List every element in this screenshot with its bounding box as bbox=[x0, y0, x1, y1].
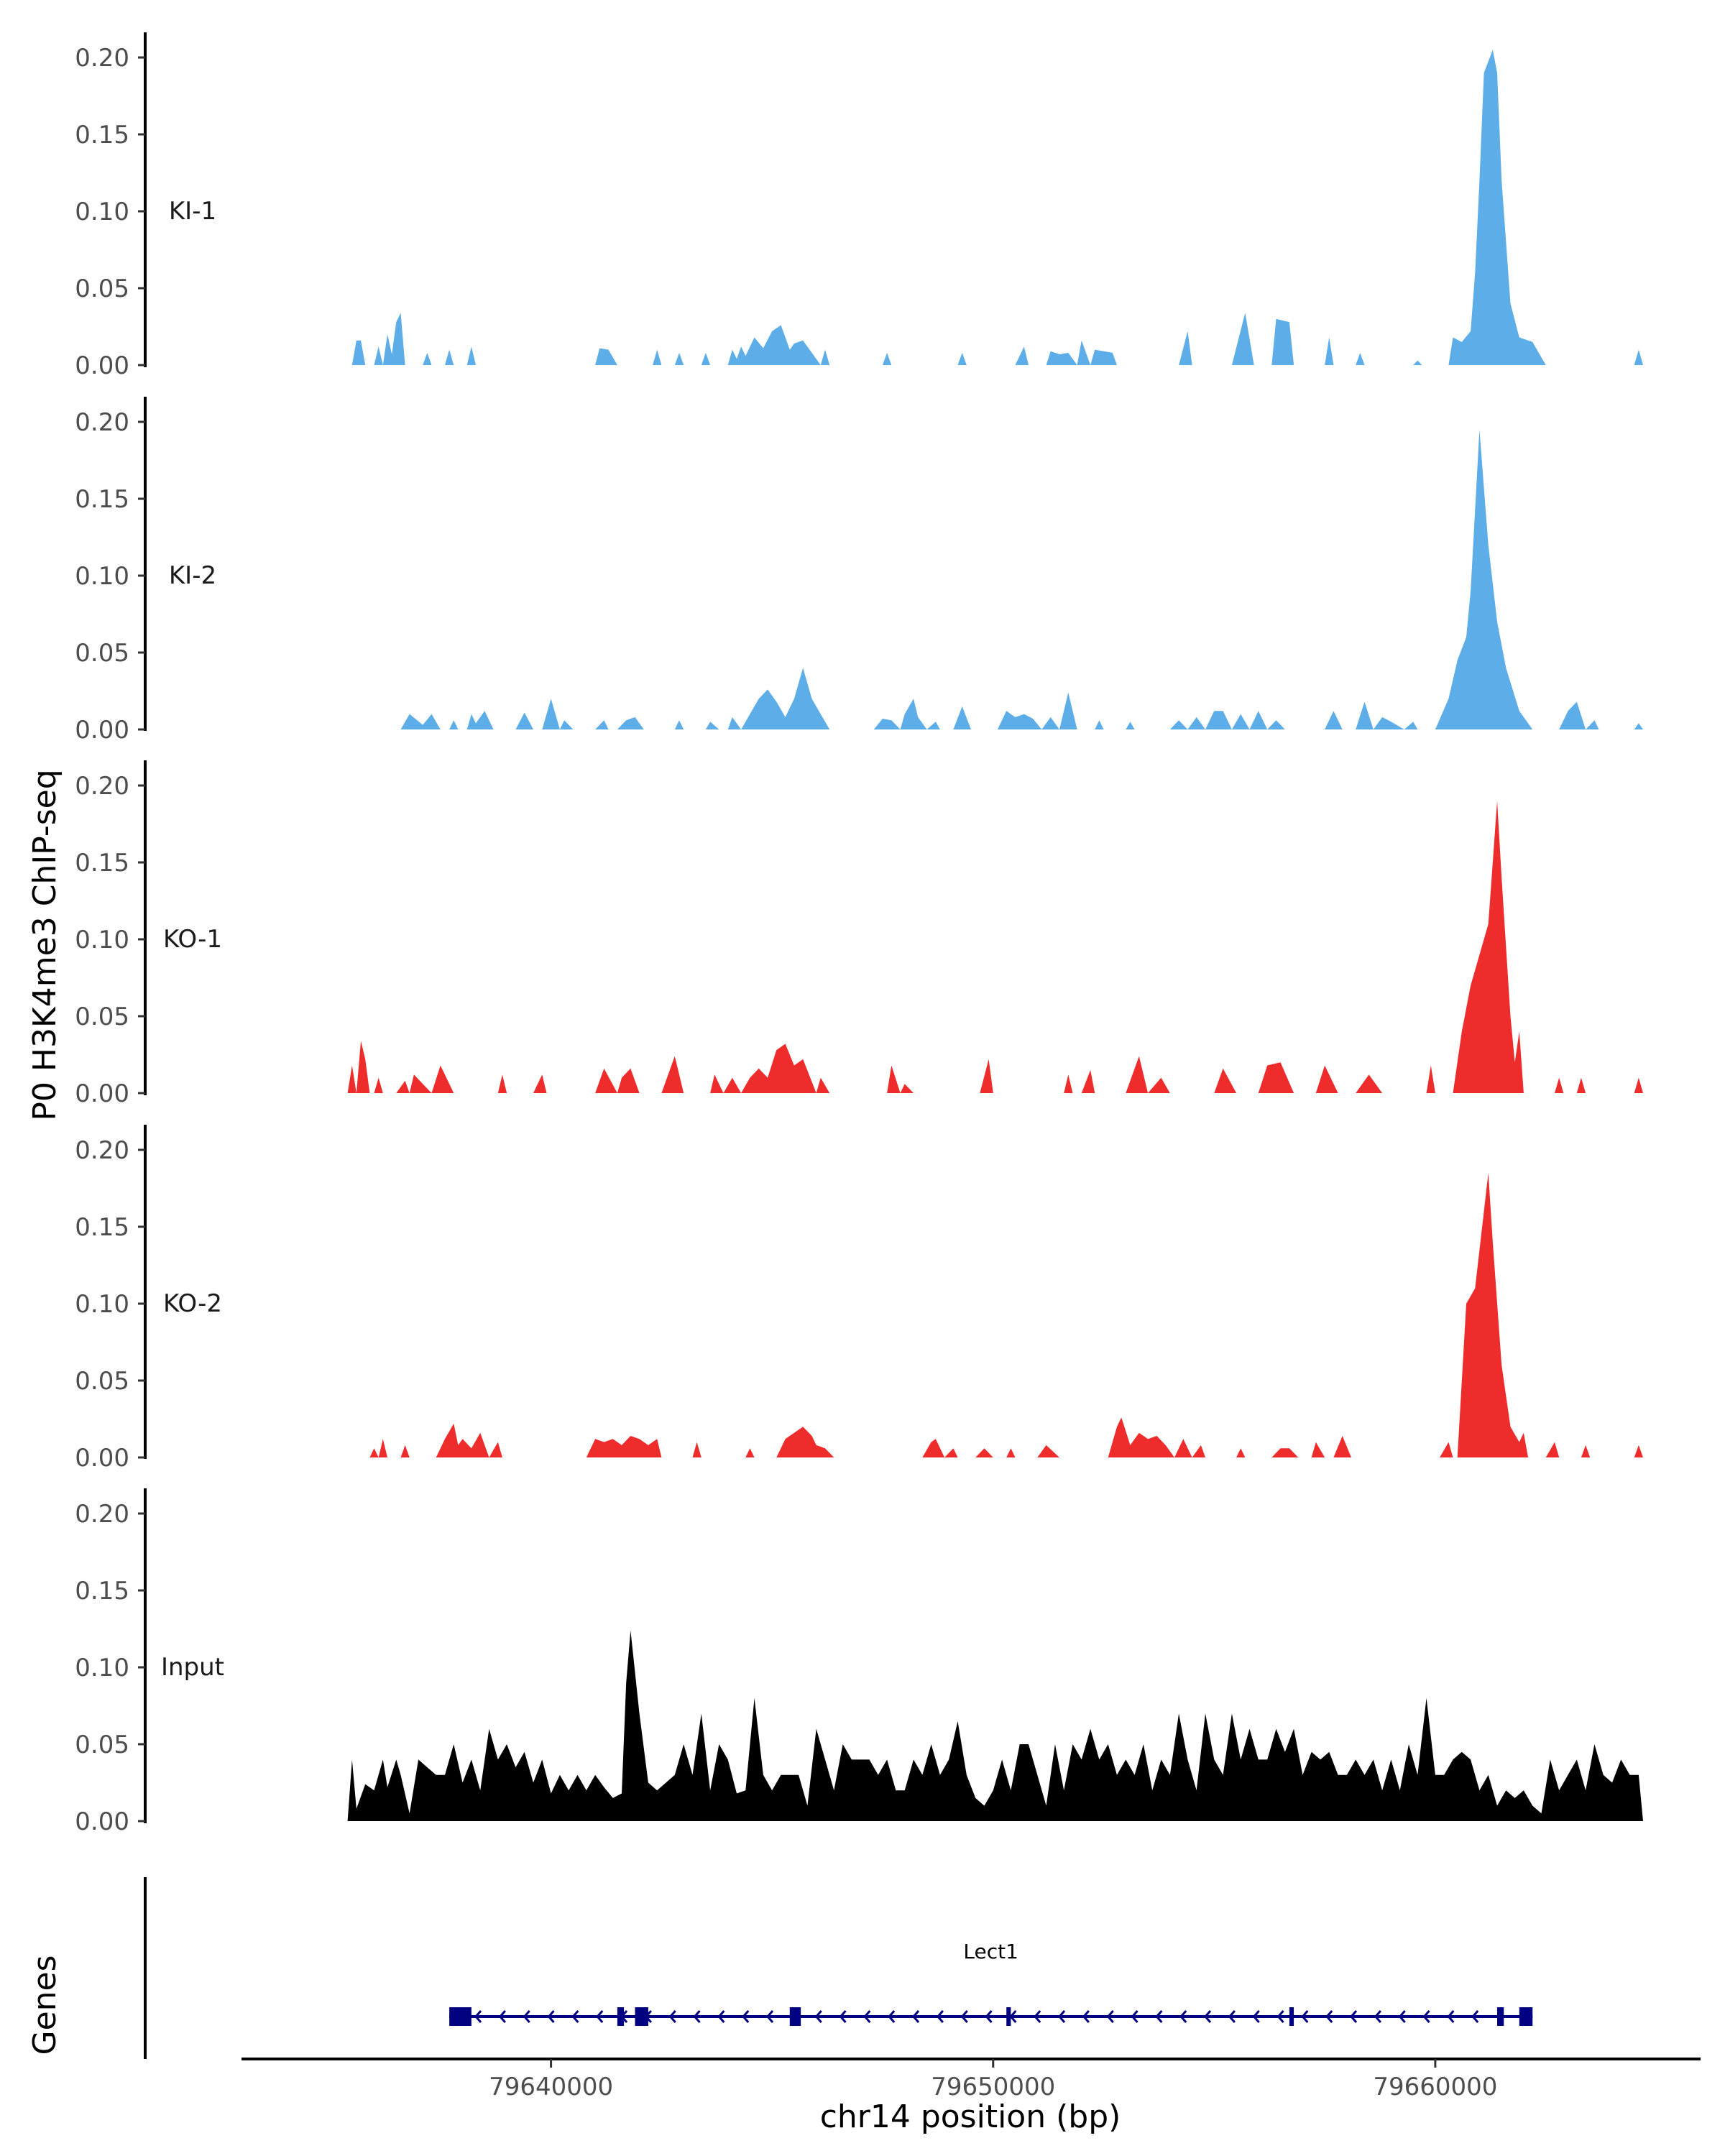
track-ki-1: 0.00 0.05 0.10 0.15 0.20 KI-1 bbox=[75, 32, 1643, 380]
gene-exon bbox=[1497, 2007, 1504, 2026]
strand-arrow bbox=[888, 2010, 896, 2023]
strand-arrow bbox=[1276, 2010, 1284, 2023]
strand-arrow bbox=[1301, 2010, 1309, 2023]
gene-exon bbox=[1289, 2007, 1294, 2026]
y-tick-label: 0.20 bbox=[75, 1136, 129, 1165]
y-tick-label: 0.00 bbox=[75, 1444, 129, 1473]
y-tick-label: 0.05 bbox=[75, 1731, 129, 1759]
strand-arrow bbox=[1228, 2010, 1236, 2023]
x-tick-label: 79660000 bbox=[1373, 2073, 1497, 2101]
y-tick-label: 0.15 bbox=[75, 485, 129, 514]
strand-arrow bbox=[985, 2010, 993, 2023]
track-label-ki-1: KI-1 bbox=[169, 197, 216, 226]
y-tick-label: 0.10 bbox=[75, 198, 129, 226]
signal-area-input bbox=[347, 1630, 1644, 1821]
gene-label-lect1: Lect1 bbox=[963, 1940, 1018, 1963]
y-tick-label: 0.00 bbox=[75, 1079, 129, 1108]
genes-panel: Lect1 bbox=[144, 1877, 1533, 2059]
y-tick-label: 0.00 bbox=[75, 351, 129, 380]
track-ko-1: 0.00 0.05 0.10 0.15 0.20 KO-1 bbox=[75, 760, 1644, 1108]
strand-arrow bbox=[717, 2010, 725, 2023]
strand-arrow bbox=[523, 2010, 530, 2023]
track-label-ko-1: KO-1 bbox=[163, 925, 222, 954]
strand-arrow bbox=[547, 2010, 555, 2023]
y-tick-label: 0.05 bbox=[75, 639, 129, 668]
gene-exon bbox=[617, 2007, 625, 2026]
y-tick-label: 0.10 bbox=[75, 926, 129, 954]
signal-area-ki-1 bbox=[351, 50, 1643, 366]
strand-arrow bbox=[766, 2010, 774, 2023]
strand-arrow bbox=[1155, 2010, 1163, 2023]
strand-arrow bbox=[936, 2010, 944, 2023]
strand-arrow bbox=[1325, 2010, 1333, 2023]
y-tick-label: 0.10 bbox=[75, 1654, 129, 1682]
gene-exon bbox=[1006, 2007, 1011, 2026]
strand-arrow bbox=[1204, 2010, 1212, 2023]
track-label-ki-2: KI-2 bbox=[169, 561, 216, 590]
track-ko-2: 0.00 0.05 0.10 0.15 0.20 KO-2 bbox=[75, 1125, 1643, 1473]
strand-arrow bbox=[960, 2010, 968, 2023]
y-tick-label: 0.15 bbox=[75, 121, 129, 149]
y-axis-title: P0 H3K4me3 ChIP-seq bbox=[27, 769, 63, 1120]
gene-exon bbox=[1519, 2007, 1533, 2026]
y-tick-label: 0.00 bbox=[75, 716, 129, 745]
track-label-input: Input bbox=[161, 1653, 224, 1682]
y-tick-label: 0.20 bbox=[75, 772, 129, 801]
y-tick-label: 0.05 bbox=[75, 275, 129, 303]
track-ki-2: 0.00 0.05 0.10 0.15 0.20 KI-2 bbox=[75, 397, 1643, 745]
x-axis: 79640000 79650000 79660000 bbox=[242, 2058, 1701, 2101]
strand-arrow bbox=[1252, 2010, 1260, 2023]
gene-exon bbox=[449, 2007, 472, 2026]
strand-arrow bbox=[474, 2010, 482, 2023]
signal-tracks: 0.00 0.05 0.10 0.15 0.20 KI-1 0.00 0.05 0.10 0.15… bbox=[75, 32, 1644, 1836]
x-tick-label: 79650000 bbox=[931, 2073, 1055, 2101]
strand-arrow bbox=[1179, 2010, 1187, 2023]
strand-arrow bbox=[814, 2010, 822, 2023]
strand-arrow bbox=[912, 2010, 920, 2023]
track-label-ko-2: KO-2 bbox=[163, 1289, 222, 1318]
strand-arrow bbox=[839, 2010, 847, 2023]
strand-arrow bbox=[498, 2010, 506, 2023]
strand-arrow bbox=[693, 2010, 701, 2023]
genes-panel-label: Genes bbox=[27, 1955, 63, 2055]
strand-arrow bbox=[742, 2010, 750, 2023]
strand-arrow bbox=[571, 2010, 579, 2023]
x-axis-title: chr14 position (bp) bbox=[820, 2099, 1121, 2135]
strand-arrow bbox=[596, 2010, 604, 2023]
strand-arrow bbox=[1398, 2010, 1406, 2023]
y-tick-label: 0.05 bbox=[75, 1003, 129, 1031]
strand-arrow bbox=[1350, 2010, 1358, 2023]
strand-arrow bbox=[1422, 2010, 1430, 2023]
y-tick-label: 0.00 bbox=[75, 1807, 129, 1836]
y-tick-label: 0.20 bbox=[75, 1500, 129, 1529]
strand-arrow bbox=[1034, 2010, 1041, 2023]
x-tick-label: 79640000 bbox=[489, 2073, 613, 2101]
y-tick-label: 0.20 bbox=[75, 44, 129, 73]
strand-arrow bbox=[1131, 2010, 1138, 2023]
strand-arrow bbox=[1058, 2010, 1066, 2023]
y-tick-label: 0.15 bbox=[75, 849, 129, 877]
track-input: 0.00 0.05 0.10 0.15 0.20 Input bbox=[75, 1488, 1644, 1836]
strand-arrow bbox=[1447, 2010, 1455, 2023]
strand-arrow bbox=[1082, 2010, 1090, 2023]
strand-arrow bbox=[863, 2010, 871, 2023]
y-tick-label: 0.10 bbox=[75, 1290, 129, 1319]
y-tick-label: 0.10 bbox=[75, 562, 129, 591]
y-tick-label: 0.05 bbox=[75, 1367, 129, 1396]
strand-arrow bbox=[1471, 2010, 1479, 2023]
gene-exon bbox=[635, 2007, 648, 2026]
signal-area-ko-1 bbox=[347, 801, 1644, 1093]
y-tick-label: 0.15 bbox=[75, 1577, 129, 1606]
strand-arrow bbox=[1106, 2010, 1114, 2023]
y-tick-label: 0.20 bbox=[75, 408, 129, 437]
gene-exon bbox=[789, 2007, 801, 2026]
y-tick-label: 0.15 bbox=[75, 1213, 129, 1242]
strand-arrow bbox=[668, 2010, 676, 2023]
strand-arrow bbox=[1374, 2010, 1381, 2023]
